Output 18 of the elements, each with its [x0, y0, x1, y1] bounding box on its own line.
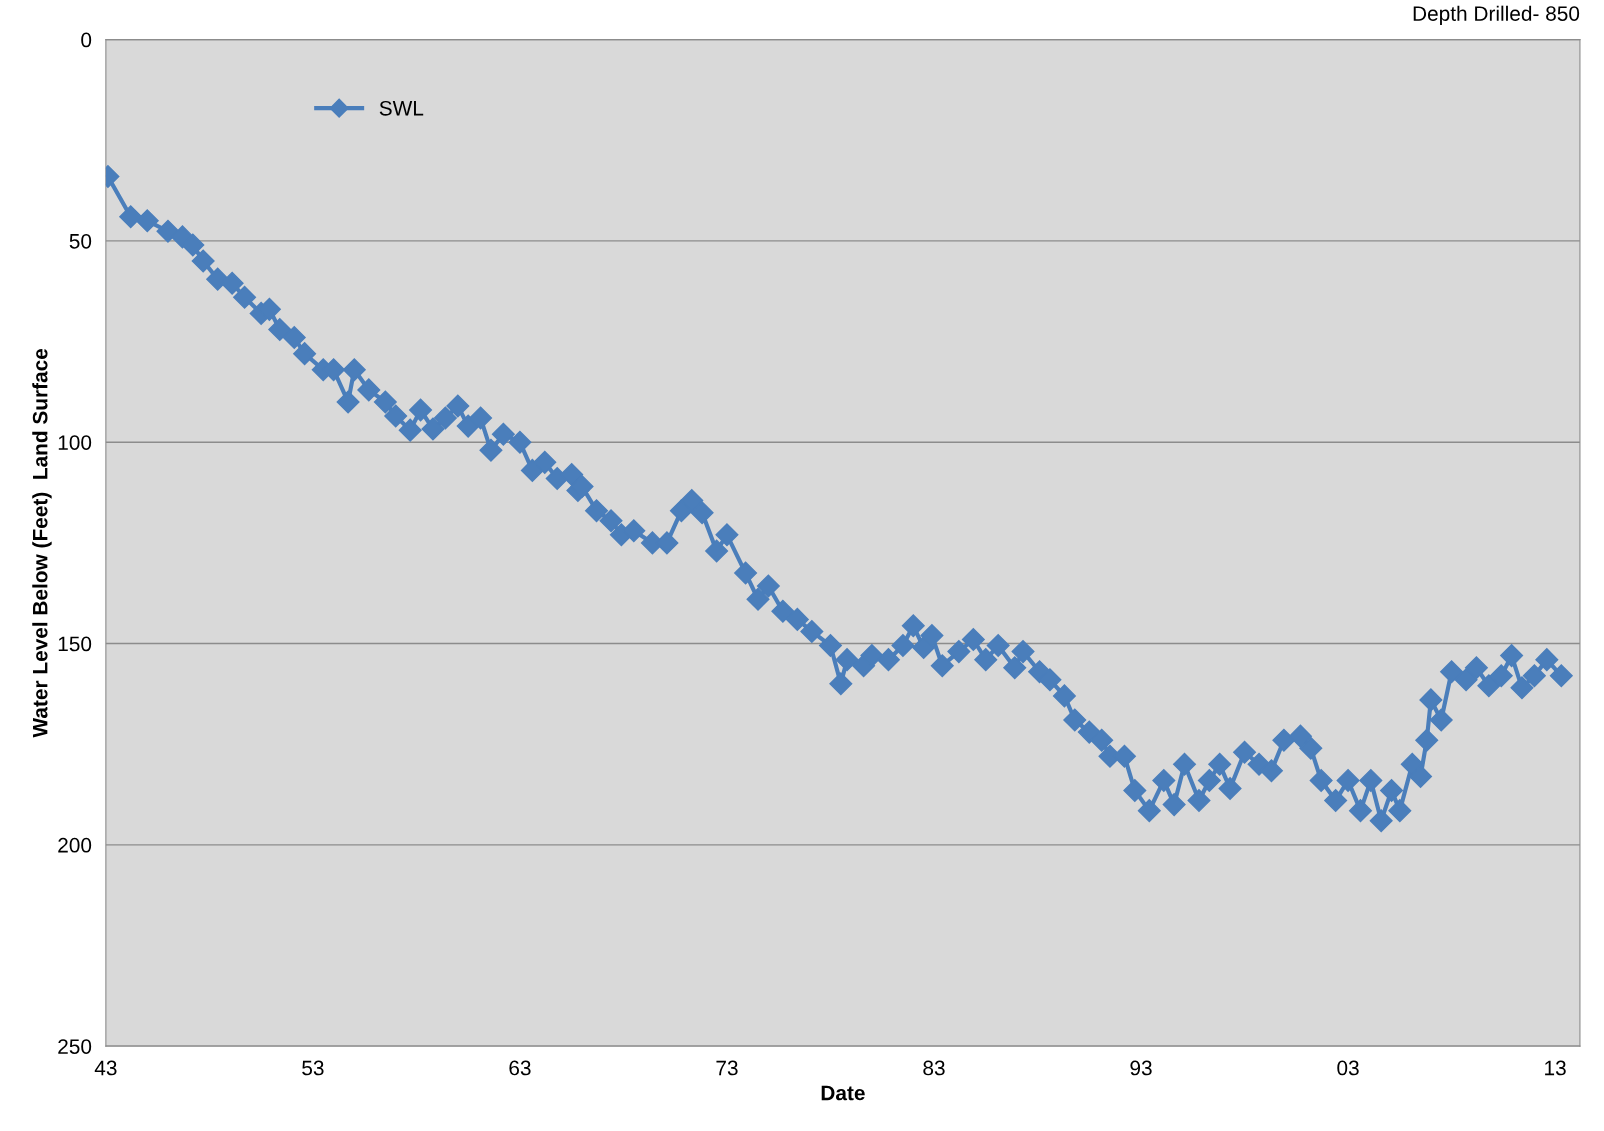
x-tick-label: 13 [1545, 1060, 1566, 1076]
x-tick-label: 73 [716, 1060, 738, 1076]
x-tick-label: 93 [1130, 1060, 1152, 1076]
y-tick-label: 50 [69, 233, 92, 249]
x-tick-label: 63 [509, 1060, 531, 1076]
x-tick-label: 53 [302, 1060, 324, 1076]
y-tick-label: 100 [58, 435, 92, 450]
text: Depth Drilled- 850 [1413, 5, 1580, 26]
y-tick-label: 0 [81, 32, 92, 48]
x-tick-label: 43 [94, 1060, 117, 1076]
legend-label: SWL [379, 100, 424, 116]
x-axis-title: Date [821, 1085, 865, 1101]
y-tick-label: 250 [58, 1039, 92, 1054]
y-tick-label: 150 [58, 636, 92, 652]
y-tick-label: 200 [58, 837, 92, 853]
y-axis-title: Water Level Below (Feet) Land Surface [32, 348, 52, 738]
x-tick-label: 83 [923, 1060, 945, 1076]
x-tick-label: 03 [1337, 1060, 1359, 1076]
